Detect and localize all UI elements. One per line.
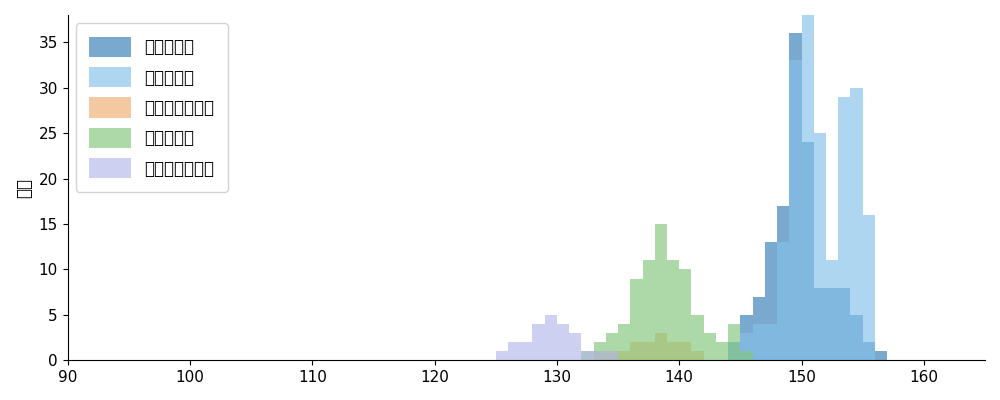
Bar bbox=[569, 333, 581, 360]
Bar bbox=[838, 97, 850, 360]
Bar bbox=[863, 342, 875, 360]
Legend: ストレート, ツーシーム, チェンジアップ, スライダー, ナックルカーブ: ストレート, ツーシーム, チェンジアップ, スライダー, ナックルカーブ bbox=[76, 23, 228, 192]
Bar bbox=[508, 342, 520, 360]
Bar bbox=[581, 351, 594, 360]
Bar bbox=[850, 315, 863, 360]
Bar bbox=[594, 351, 606, 360]
Bar bbox=[728, 342, 740, 360]
Bar bbox=[655, 224, 667, 360]
Bar bbox=[630, 278, 643, 360]
Bar bbox=[850, 88, 863, 360]
Bar bbox=[802, 0, 814, 360]
Bar bbox=[643, 342, 655, 360]
Bar bbox=[581, 351, 594, 360]
Bar bbox=[545, 315, 557, 360]
Bar bbox=[667, 342, 679, 360]
Bar bbox=[691, 351, 704, 360]
Bar bbox=[863, 215, 875, 360]
Bar bbox=[814, 133, 826, 360]
Bar bbox=[753, 297, 765, 360]
Bar bbox=[716, 342, 728, 360]
Bar bbox=[594, 342, 606, 360]
Bar bbox=[594, 351, 606, 360]
Bar bbox=[606, 351, 618, 360]
Bar bbox=[630, 342, 643, 360]
Bar bbox=[838, 288, 850, 360]
Bar bbox=[655, 333, 667, 360]
Bar bbox=[740, 351, 753, 360]
Bar bbox=[496, 351, 508, 360]
Bar bbox=[765, 324, 777, 360]
Bar bbox=[814, 288, 826, 360]
Bar bbox=[557, 324, 569, 360]
Bar bbox=[789, 60, 802, 360]
Bar bbox=[679, 270, 691, 360]
Bar bbox=[753, 324, 765, 360]
Bar bbox=[728, 324, 740, 360]
Bar bbox=[704, 333, 716, 360]
Bar bbox=[679, 342, 691, 360]
Bar bbox=[765, 242, 777, 360]
Bar bbox=[789, 33, 802, 360]
Bar bbox=[740, 333, 753, 360]
Y-axis label: 球数: 球数 bbox=[15, 178, 33, 198]
Bar bbox=[826, 260, 838, 360]
Bar bbox=[826, 288, 838, 360]
Bar bbox=[532, 324, 545, 360]
Bar bbox=[606, 333, 618, 360]
Bar bbox=[606, 351, 618, 360]
Bar bbox=[802, 142, 814, 360]
Bar bbox=[618, 351, 630, 360]
Bar bbox=[875, 351, 887, 360]
Bar bbox=[777, 206, 789, 360]
Bar bbox=[520, 342, 532, 360]
Bar bbox=[777, 242, 789, 360]
Bar bbox=[691, 315, 704, 360]
Bar bbox=[728, 342, 740, 360]
Bar bbox=[667, 260, 679, 360]
Bar bbox=[643, 260, 655, 360]
Bar bbox=[740, 315, 753, 360]
Bar bbox=[618, 324, 630, 360]
